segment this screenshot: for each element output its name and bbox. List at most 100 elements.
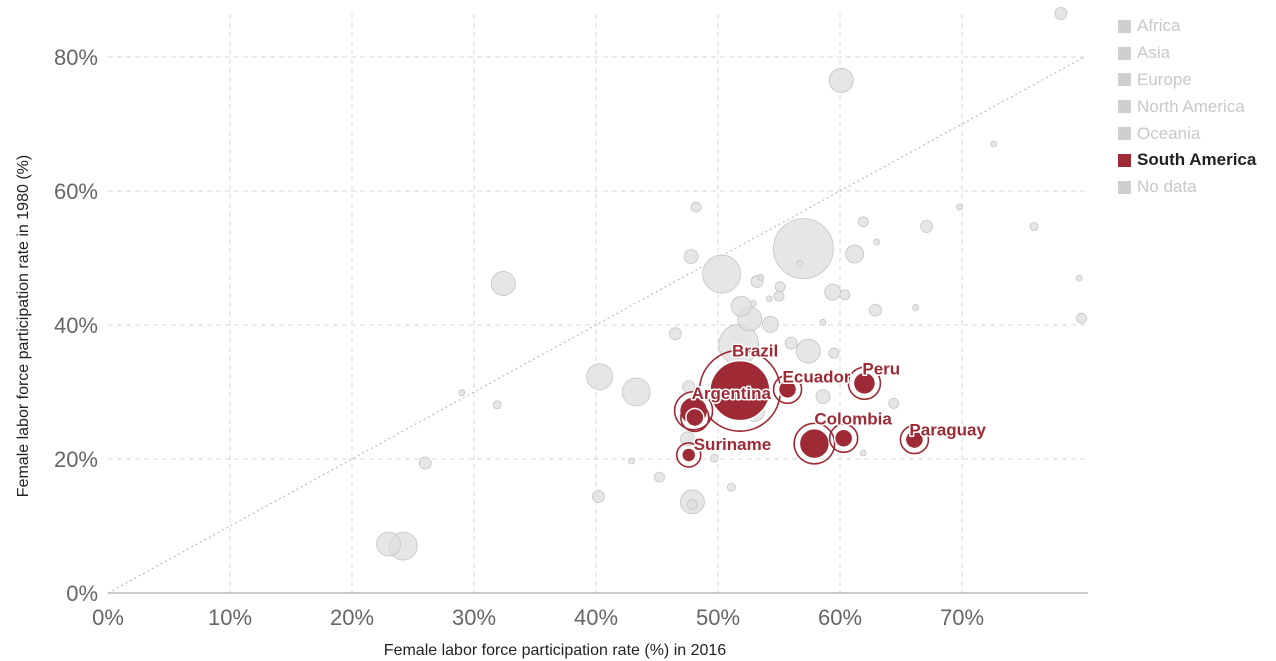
data-point[interactable] <box>458 389 466 397</box>
data-point[interactable] <box>757 274 765 281</box>
data-point[interactable] <box>1075 274 1083 282</box>
highlighted-data-point[interactable] <box>904 429 925 450</box>
legend: Africa Asia Europe North America Oceania Sout… <box>1118 13 1256 201</box>
highlighted-data-point[interactable] <box>798 427 831 460</box>
data-point[interactable] <box>815 389 831 405</box>
data-point[interactable] <box>762 315 779 333</box>
highlight-ring <box>899 424 930 455</box>
legend-label: Oceania <box>1137 123 1201 143</box>
country-label: Suriname <box>694 435 771 454</box>
legend-swatch <box>1118 19 1131 33</box>
data-point[interactable] <box>709 453 719 463</box>
x-tick-label: 10% <box>208 605 252 630</box>
data-point[interactable] <box>796 259 804 267</box>
data-point[interactable] <box>873 238 880 246</box>
data-point[interactable] <box>727 482 736 492</box>
data-point[interactable] <box>749 300 757 307</box>
highlighted-data-point[interactable] <box>833 428 854 448</box>
country-label: Colombia <box>814 410 892 429</box>
data-point[interactable] <box>859 449 867 457</box>
data-point[interactable] <box>774 281 786 293</box>
data-point[interactable] <box>868 303 882 317</box>
data-point[interactable] <box>990 140 998 148</box>
x-tick-label: 30% <box>452 605 496 630</box>
highlight-ring <box>675 442 702 468</box>
legend-label: North America <box>1137 96 1245 116</box>
data-point[interactable] <box>1076 312 1087 324</box>
legend-item-africa[interactable]: Africa <box>1118 13 1256 40</box>
legend-item-oceania[interactable]: Oceania <box>1118 120 1256 147</box>
legend-swatch <box>1118 153 1131 167</box>
y-tick-label: 60% <box>54 179 98 204</box>
data-point[interactable] <box>592 490 605 503</box>
data-point[interactable] <box>586 363 614 390</box>
data-point[interactable] <box>956 203 963 211</box>
data-point[interactable] <box>857 216 869 228</box>
data-point[interactable] <box>845 244 865 264</box>
x-tick-label: 0% <box>92 605 124 630</box>
legend-label: No data <box>1137 177 1197 197</box>
data-point[interactable] <box>668 327 682 341</box>
legend-label: South America <box>1137 150 1257 170</box>
highlighted-data-point[interactable] <box>685 407 705 428</box>
data-point[interactable] <box>686 499 698 510</box>
country-label: Brazil <box>732 342 778 361</box>
data-point[interactable] <box>765 295 773 303</box>
legend-label: Europe <box>1137 69 1192 89</box>
data-point[interactable] <box>773 290 785 302</box>
data-point[interactable] <box>828 347 840 359</box>
highlighted-data-point[interactable] <box>852 371 877 396</box>
data-point[interactable] <box>690 201 702 213</box>
data-point[interactable] <box>920 220 934 233</box>
highlighted-data-point[interactable] <box>777 379 798 400</box>
data-point[interactable] <box>621 377 651 407</box>
data-point[interactable] <box>683 249 699 265</box>
data-point[interactable] <box>1054 7 1068 20</box>
legend-swatch <box>1118 100 1131 114</box>
data-point[interactable] <box>819 318 827 326</box>
legend-item-south-america[interactable]: South America <box>1118 147 1256 174</box>
y-axis-ticks: 0% 20% 40% 60% 80% <box>54 45 98 606</box>
legend-label: Africa <box>1137 16 1181 36</box>
data-point[interactable] <box>418 456 432 470</box>
data-point[interactable] <box>824 283 842 301</box>
x-tick-label: 60% <box>818 605 862 630</box>
south-america-labels: Brazil Argentina Ecuador Peru Colombia Paragu… <box>690 340 988 455</box>
x-tick-label: 70% <box>940 605 984 630</box>
data-point[interactable] <box>912 304 920 311</box>
data-point[interactable] <box>828 68 854 93</box>
highlight-ring <box>847 366 882 401</box>
data-point[interactable] <box>888 397 900 409</box>
south-america-bubbles <box>673 349 930 468</box>
data-point[interactable] <box>1029 222 1039 231</box>
data-point[interactable] <box>492 400 502 410</box>
legend-item-north-america[interactable]: North America <box>1118 93 1256 120</box>
data-point[interactable] <box>839 289 851 301</box>
data-point[interactable] <box>376 531 402 557</box>
legend-item-no-data[interactable]: No data <box>1118 174 1256 201</box>
x-axis-title: Female labor force participation rate (%… <box>384 642 726 659</box>
data-point[interactable] <box>773 218 834 280</box>
legend-label: Asia <box>1137 43 1171 63</box>
other-region-bubbles <box>376 7 1087 561</box>
data-point[interactable] <box>784 336 798 350</box>
data-point[interactable] <box>795 338 821 364</box>
legend-swatch <box>1118 73 1131 87</box>
data-point[interactable] <box>730 295 752 317</box>
y-axis-title: Female labor force participation rate in… <box>15 155 32 497</box>
legend-swatch <box>1118 46 1131 60</box>
data-point[interactable] <box>490 271 516 296</box>
country-label: Ecuador <box>783 367 851 386</box>
legend-item-europe[interactable]: Europe <box>1118 67 1256 94</box>
country-label: Argentina <box>692 384 772 403</box>
highlighted-data-point[interactable] <box>680 447 697 463</box>
data-point[interactable] <box>627 457 635 465</box>
y-tick-label: 20% <box>54 447 98 472</box>
highlight-ring <box>673 390 714 431</box>
x-tick-label: 50% <box>696 605 740 630</box>
data-point[interactable] <box>654 471 665 483</box>
highlighted-data-point[interactable] <box>709 359 771 422</box>
data-point[interactable] <box>702 254 742 294</box>
legend-item-asia[interactable]: Asia <box>1118 40 1256 67</box>
